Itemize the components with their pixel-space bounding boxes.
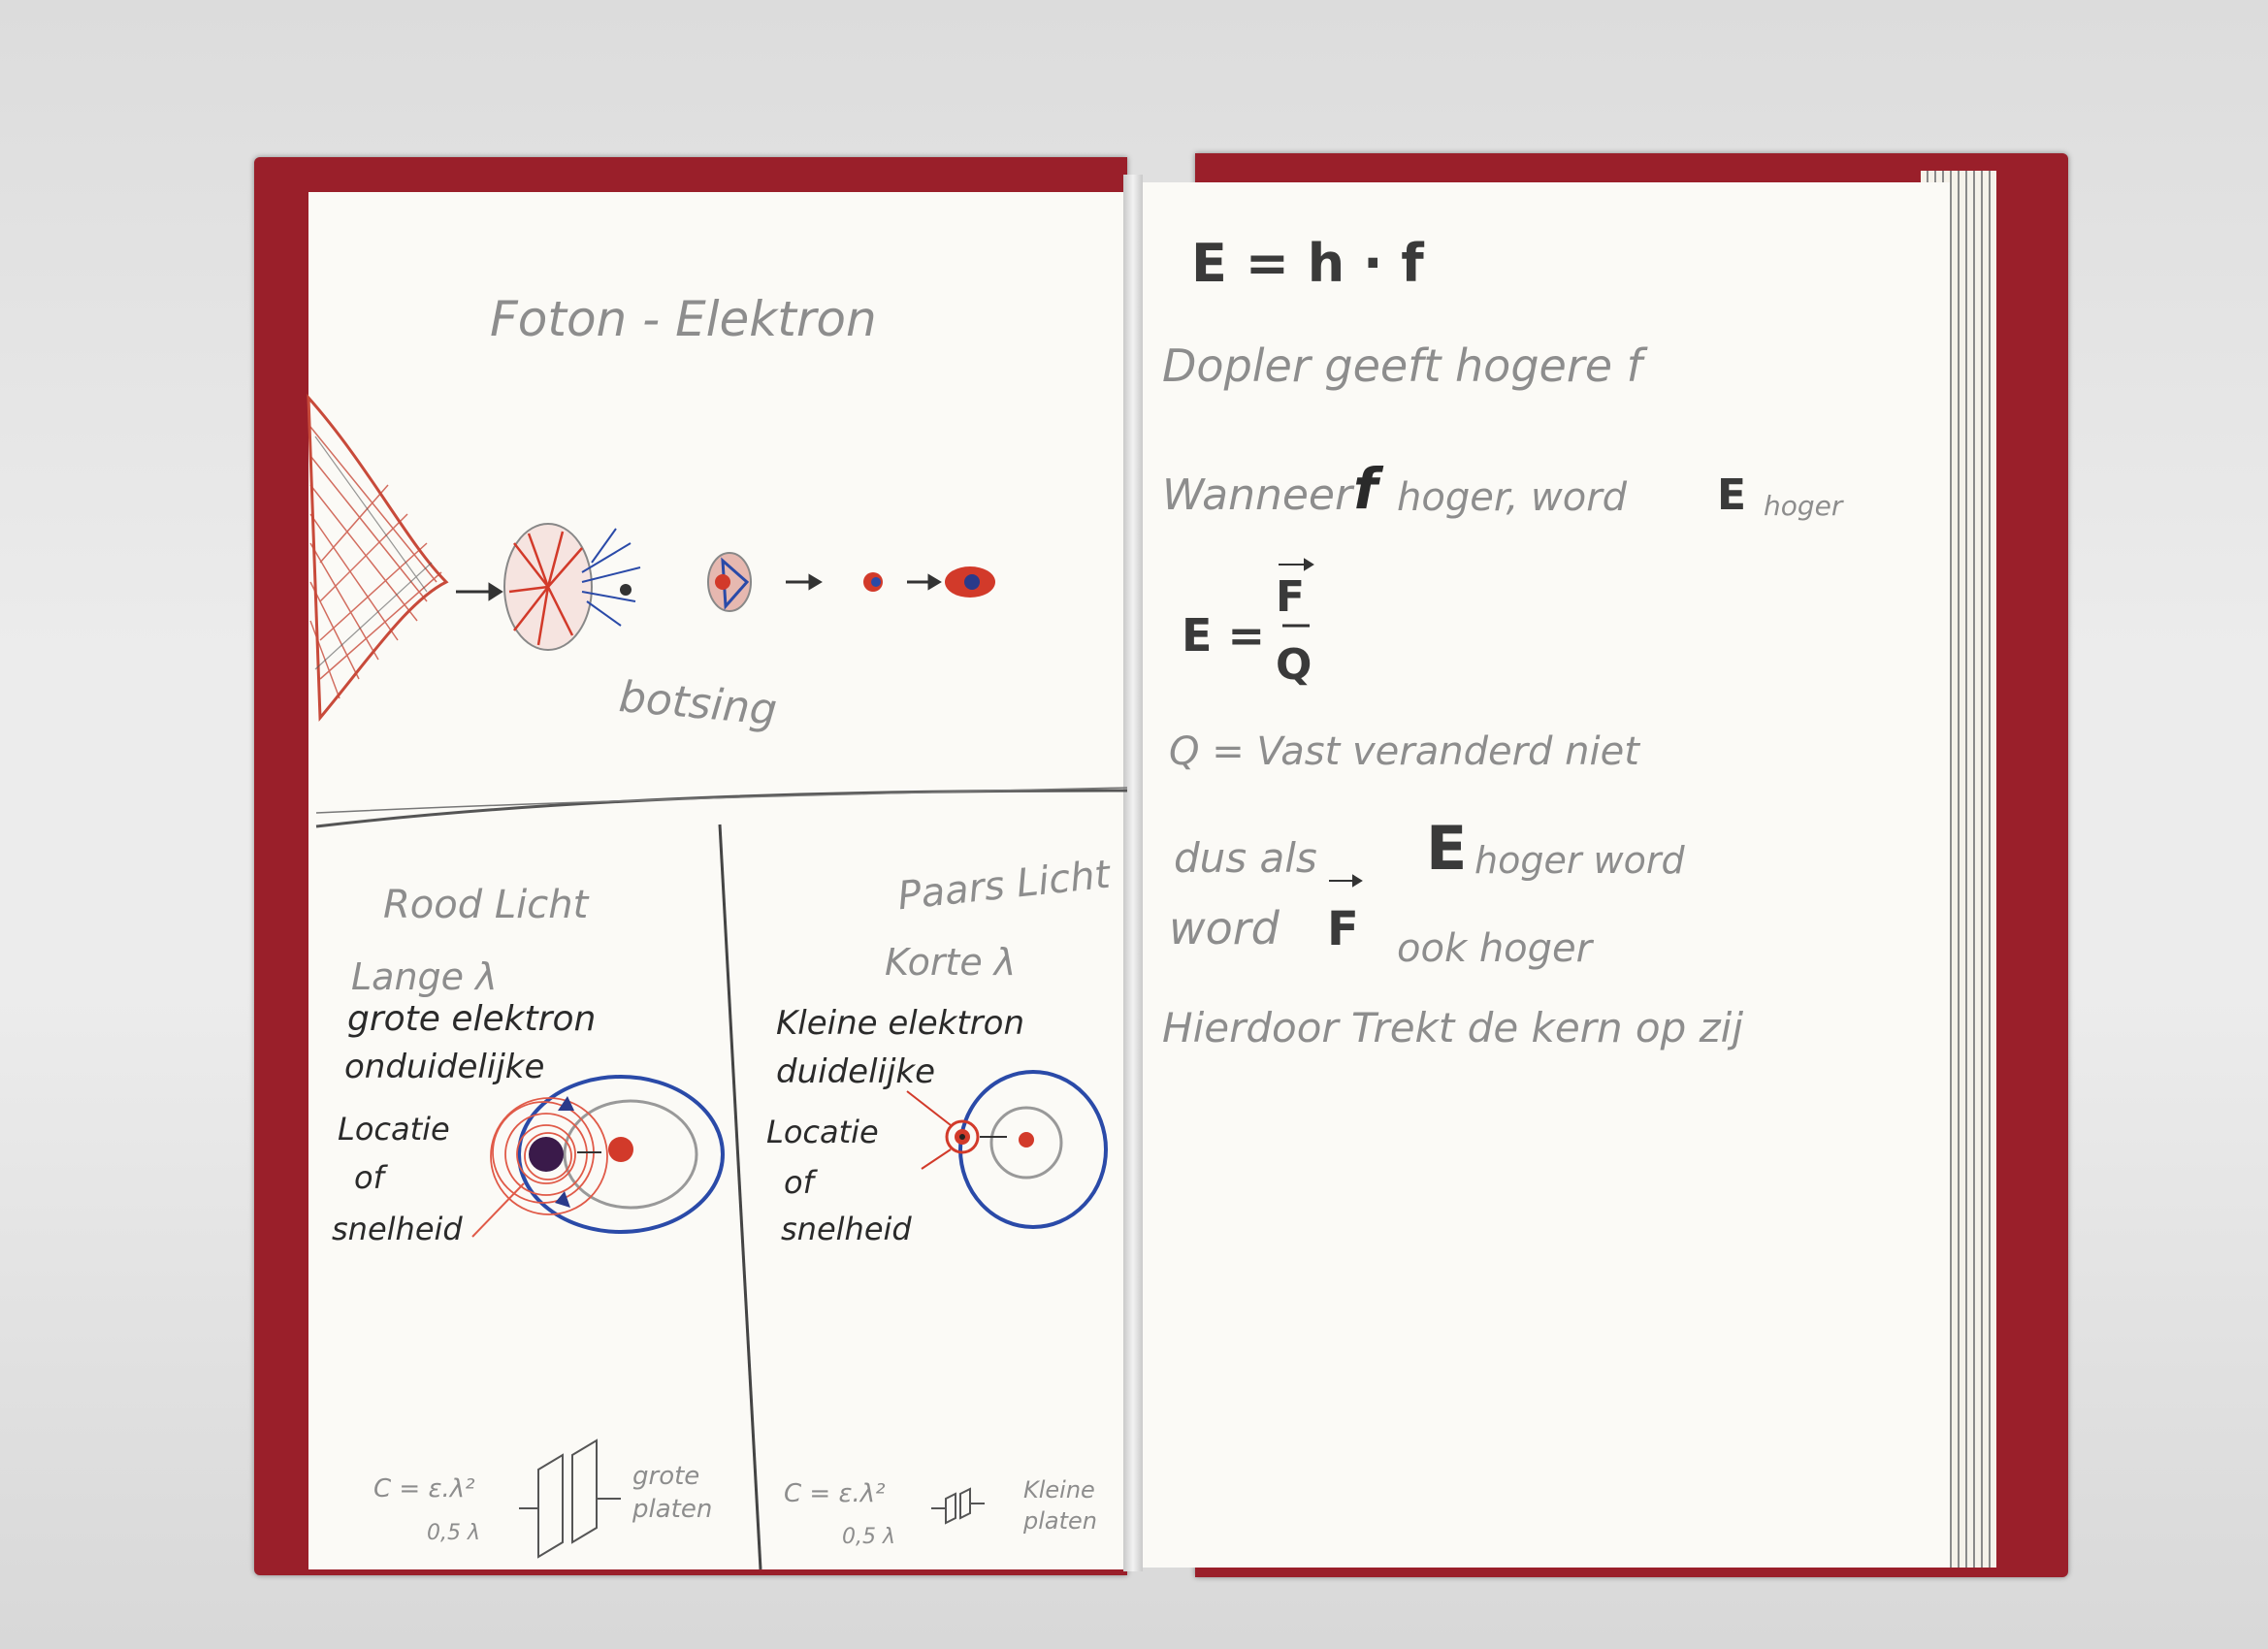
force-line-f: F [1327, 902, 1359, 956]
field-formula-lhs: E = [1182, 609, 1265, 662]
left-page [308, 192, 1133, 1569]
purple-plates-label: Kleine platen [1023, 1476, 1097, 1535]
red-light-atom [471, 1075, 725, 1238]
red-light-wavelength: Lange λ [351, 955, 498, 998]
purple-light-line5: snelheid [781, 1211, 912, 1247]
thus-line-e: E [1426, 813, 1468, 884]
purple-light-wavelength: Korte λ [885, 941, 1017, 984]
purple-light-line3: Locatie [766, 1114, 879, 1150]
formula-energy: E = h · f [1191, 233, 1424, 294]
force-line-b: ook hoger [1397, 926, 1593, 971]
field-formula-denominator: Q [1276, 640, 1312, 690]
right-page [1135, 182, 1950, 1568]
when-line-c: hoger [1764, 490, 1843, 522]
collision-burst [503, 523, 641, 651]
red-formula-bottom: 0,5 λ [427, 1521, 480, 1545]
page-title: Foton - Elektron [490, 291, 877, 347]
small-plates-sketch [931, 1487, 985, 1525]
arrows [456, 573, 942, 601]
q-constant-line: Q = Vast veranderd niet [1169, 729, 1639, 774]
red-light-line5: snelheid [332, 1211, 463, 1247]
vertical-divider [718, 824, 762, 1570]
notebook-spine [1123, 175, 1143, 1571]
purple-formula-top: C = ε.λ² [784, 1479, 886, 1508]
thus-line-a: dus als [1174, 834, 1317, 882]
red-plates-label: grote platen [632, 1462, 713, 1524]
force-line-a: word [1169, 902, 1280, 954]
when-line-a: Wanneer [1162, 470, 1353, 520]
horizontal-divider-2 [315, 787, 1128, 814]
when-line-b: hoger, word [1397, 475, 1628, 520]
horizontal-divider [315, 789, 1128, 828]
red-light-line3: Locatie [338, 1111, 450, 1148]
purple-light-line1: Kleine elektron [776, 1004, 1025, 1043]
red-light-title: Rood Licht [383, 883, 589, 927]
field-formula-numerator: F [1276, 572, 1306, 622]
conclusion-line: Hierdoor Trekt de kern op zij [1162, 1004, 1744, 1051]
red-light-line1: grote elektron [347, 999, 597, 1039]
photon-cone-sketch [307, 393, 449, 722]
vector-arrows [1279, 558, 1363, 888]
purple-light-line4: of [784, 1164, 814, 1201]
purple-light-atom [906, 1070, 1108, 1229]
when-line-f: f [1353, 456, 1378, 522]
large-plates-sketch [519, 1439, 621, 1559]
red-formula-top: C = ε.λ² [373, 1474, 475, 1504]
particle-small [863, 572, 883, 592]
red-light-line4: of [354, 1159, 384, 1196]
particle-final [945, 566, 995, 598]
thus-line-b: hoger word [1474, 839, 1685, 882]
doppler-line: Dopler geeft hogere f [1162, 340, 1642, 392]
purple-light-line2: duidelijke [776, 1052, 936, 1091]
particle-medium [707, 552, 752, 612]
purple-formula-bottom: 0,5 λ [842, 1525, 895, 1549]
red-light-line2: onduidelijke [344, 1048, 545, 1086]
when-line-e: E [1717, 470, 1747, 520]
